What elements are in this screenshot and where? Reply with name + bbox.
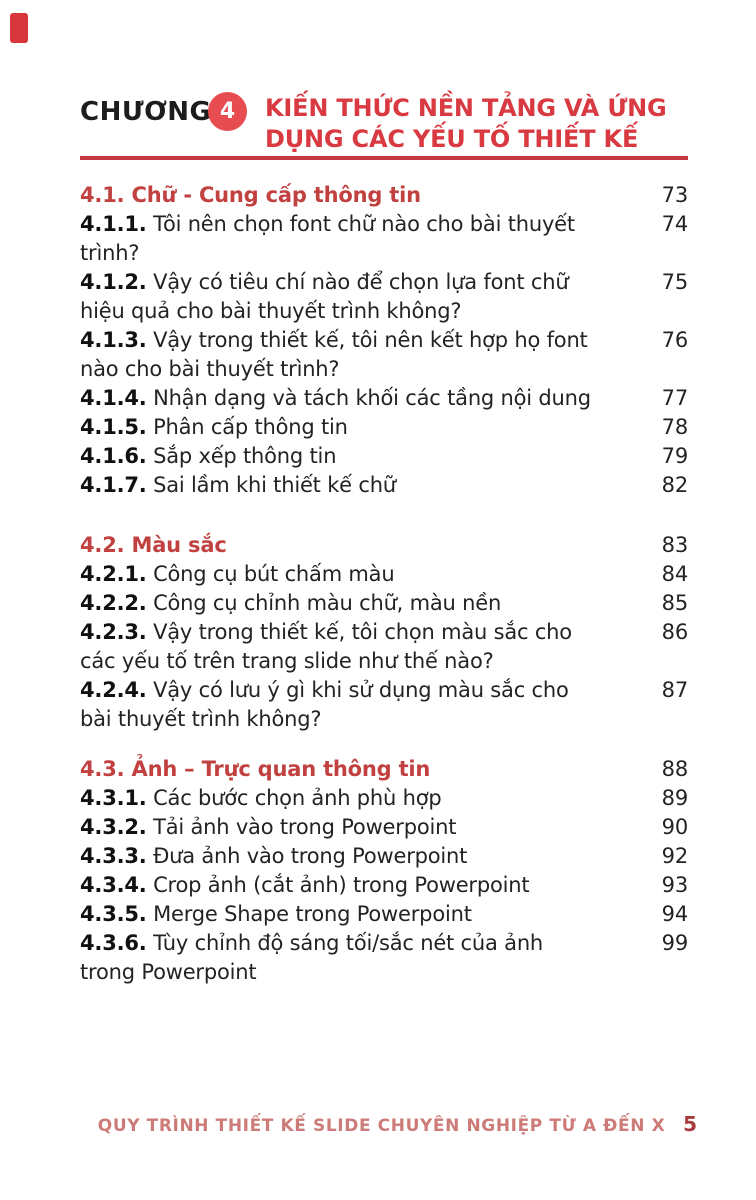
- toc-item-435: 4.3.5. Merge Shape trong Powerpoint 94: [80, 900, 688, 929]
- footer-page-number: 5: [683, 1112, 697, 1136]
- toc-item-434: 4.3.4. Crop ảnh (cắt ảnh) trong Powerpoi…: [80, 871, 688, 900]
- chapter-label: CHƯƠNG: [80, 97, 212, 127]
- toc-item-422: 4.2.2. Công cụ chỉnh màu chữ, màu nền 85: [80, 589, 688, 618]
- page-number: 78: [661, 415, 689, 439]
- toc-item-412: 4.1.2. Vậy có tiêu chí nào để chọn lựa f…: [80, 270, 689, 323]
- toc-item-413: 4.1.3. Vậy trong thiết kế, tôi nên kết h…: [80, 328, 689, 381]
- section-num: 4.1.: [80, 183, 125, 207]
- toc-item-411: 4.1.1. Tôi nên chọn font chữ nào cho bài…: [80, 212, 689, 265]
- toc-item-433: 4.3.3. Đưa ảnh vào trong Powerpoint 92: [80, 842, 688, 871]
- section-num: 4.3.: [80, 757, 125, 781]
- header-rule: [80, 156, 688, 160]
- toc-section-42: 4.2. Màu sắc 83: [80, 531, 688, 560]
- corner-tag-icon: [10, 13, 28, 43]
- chapter-title-line2: DỤNG CÁC YẾU TỐ THIẾT KẾ: [265, 125, 639, 153]
- toc-item-414: 4.1.4. Nhận dạng và tách khối các tầng n…: [80, 384, 688, 413]
- section-num: 4.2.: [80, 533, 125, 557]
- toc-item-423: 4.2.3. Vậy trong thiết kế, tôi chọn màu …: [80, 620, 689, 673]
- chapter-title: KIẾN THỨC NỀN TẢNG VÀ ỨNG DỤNG CÁC YẾU T…: [265, 93, 667, 155]
- footer-running-title: QUY TRÌNH THIẾT KẾ SLIDE CHUYÊN NGHIỆP T…: [97, 1116, 666, 1136]
- toc-item-424: 4.2.4. Vậy có lưu ý gì khi sử dụng màu s…: [80, 678, 689, 731]
- toc-item-432: 4.3.2. Tải ảnh vào trong Powerpoint 90: [80, 813, 688, 842]
- page-number: 89: [661, 786, 689, 810]
- page-number: 93: [661, 873, 689, 897]
- page-number: 83: [661, 533, 689, 557]
- page-number: 99: [661, 931, 689, 955]
- page-number: 74: [661, 212, 689, 236]
- page-number: 88: [661, 757, 689, 781]
- page-number: 85: [661, 591, 689, 615]
- page-footer: QUY TRÌNH THIẾT KẾ SLIDE CHUYÊN NGHIỆP T…: [80, 1112, 697, 1136]
- page-number: 79: [661, 444, 689, 468]
- chapter-number: 4: [219, 99, 236, 124]
- toc-item-415: 4.1.5. Phân cấp thông tin 78: [80, 413, 688, 442]
- section-title: Chữ - Cung cấp thông tin: [131, 183, 422, 207]
- toc-item-436: 4.3.6. Tùy chỉnh độ sáng tối/sắc nét của…: [80, 931, 689, 984]
- page-number: 94: [661, 902, 689, 926]
- page-number: 84: [661, 562, 689, 586]
- toc-section-43: 4.3. Ảnh – Trực quan thông tin 88: [80, 755, 688, 784]
- table-of-contents: 4.1. Chữ - Cung cấp thông tin 73 4.1.1. …: [80, 181, 688, 987]
- toc-item-431: 4.3.1. Các bước chọn ảnh phù hợp 89: [80, 784, 688, 813]
- page-number: 76: [661, 328, 689, 352]
- chapter-title-line1: KIẾN THỨC NỀN TẢNG VÀ ỨNG: [265, 94, 667, 122]
- page-number: 92: [661, 844, 689, 868]
- page-number: 75: [661, 270, 689, 294]
- page-number: 86: [661, 620, 689, 644]
- toc-item-416: 4.1.6. Sắp xếp thông tin 79: [80, 442, 688, 471]
- toc-section-41: 4.1. Chữ - Cung cấp thông tin 73: [80, 181, 688, 210]
- page-number: 73: [661, 183, 689, 207]
- chapter-number-badge: 4: [208, 92, 247, 131]
- toc-item-417: 4.1.7. Sai lầm khi thiết kế chữ 82: [80, 471, 688, 500]
- section-title: Ảnh – Trực quan thông tin: [131, 757, 431, 781]
- page-number: 90: [661, 815, 689, 839]
- page-number: 82: [661, 473, 689, 497]
- page-number: 77: [661, 386, 689, 410]
- page-number: 87: [661, 678, 689, 702]
- toc-item-421: 4.2.1. Công cụ bút chấm màu 84: [80, 560, 688, 589]
- section-title: Màu sắc: [131, 533, 227, 557]
